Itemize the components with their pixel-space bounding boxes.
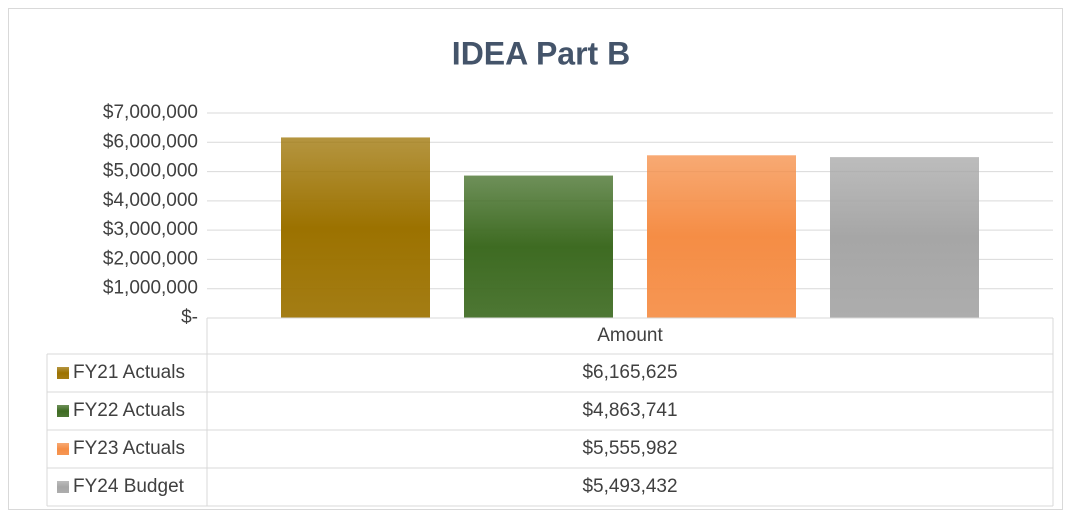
- legend-label: FY24 Budget: [73, 476, 185, 497]
- y-tick-label: $2,000,000: [103, 248, 198, 269]
- bar: [647, 155, 796, 318]
- bar: [830, 157, 979, 318]
- y-tick-label: $7,000,000: [103, 102, 198, 123]
- legend-label: FY21 Actuals: [73, 362, 185, 383]
- x-tick-label: Amount: [597, 325, 663, 346]
- y-tick-label: $4,000,000: [103, 190, 198, 211]
- y-tick-label: $1,000,000: [103, 278, 198, 299]
- legend-label: FY23 Actuals: [73, 438, 185, 459]
- legend-swatch: [57, 443, 69, 455]
- y-tick-label: $5,000,000: [103, 161, 198, 182]
- data-label: $6,165,625: [582, 362, 677, 383]
- bar: [464, 175, 613, 318]
- legend-swatch: [57, 405, 69, 417]
- legend-swatch: [57, 481, 69, 493]
- data-label: $5,555,982: [582, 438, 677, 459]
- y-tick-label: $6,000,000: [103, 131, 198, 152]
- y-tick-label: $3,000,000: [103, 219, 198, 240]
- data-label: $4,863,741: [582, 400, 677, 421]
- legend-swatch: [57, 367, 69, 379]
- y-tick-label: $-: [181, 307, 198, 328]
- bar: [281, 137, 430, 318]
- legend-label: FY22 Actuals: [73, 400, 185, 421]
- data-label: $5,493,432: [582, 476, 677, 497]
- chart-title: IDEA Part B: [452, 35, 630, 71]
